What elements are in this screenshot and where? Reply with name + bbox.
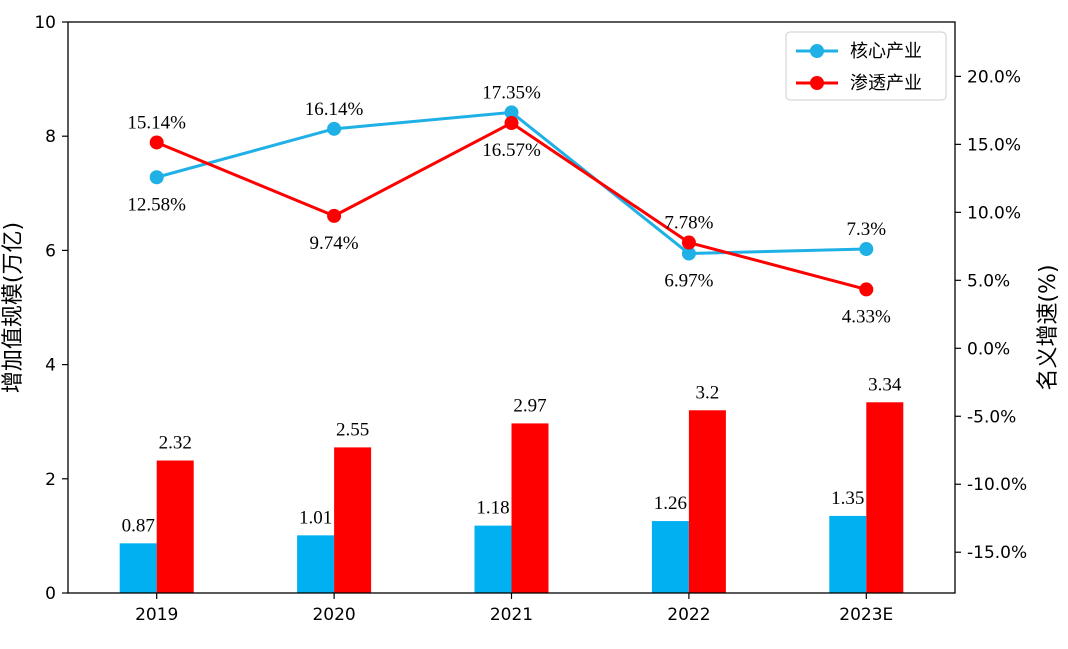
right-tick-label-7: 20.0% — [967, 67, 1021, 87]
x-tick-label-1: 2020 — [312, 605, 355, 625]
axes-layer: 0 2 4 6 8 10 -15.0% -10.0% -5.0% 0.0% 5.0% 10.0% 15.… — [1, 13, 1061, 625]
line-label-series2-3: 7.78% — [664, 213, 713, 234]
bar-label-series1-4: 1.35 — [831, 488, 864, 509]
left-tick-label-3: 6 — [45, 241, 56, 261]
line-point-series2-2 — [504, 116, 519, 131]
bar-series2-1 — [334, 447, 372, 593]
right-tick-label-1: -10.0% — [967, 475, 1027, 495]
bar-label-series2-2: 2.97 — [513, 395, 546, 416]
bar-label-series2-4: 3.34 — [868, 374, 902, 395]
bar-series1-2 — [474, 525, 512, 593]
bar-series1-3 — [651, 521, 689, 593]
bar-series1-0 — [119, 543, 157, 593]
line-label-series2-4: 4.33% — [842, 306, 891, 327]
left-tick-label-1: 2 — [45, 470, 56, 490]
bar-label-series1-2: 1.18 — [476, 498, 509, 519]
right-tick-label-0: -15.0% — [967, 543, 1027, 563]
line-label-series1-2: 17.35% — [482, 82, 541, 103]
bar-label-series2-0: 2.32 — [159, 433, 192, 454]
bar-label-series2-3: 3.2 — [696, 382, 720, 403]
x-tick-label-4: 2023E — [839, 605, 893, 625]
bar-label-series2-1: 2.55 — [336, 419, 369, 440]
line-label-series2-0: 15.14% — [127, 112, 186, 133]
line-point-series2-0 — [149, 135, 164, 150]
legend-marker-1 — [810, 44, 824, 58]
line-label-series1-1: 16.14% — [305, 99, 364, 120]
x-tick-label-2: 2021 — [490, 605, 533, 625]
bar-series2-2 — [511, 423, 549, 593]
legend-label-1: 核心产业 — [850, 41, 922, 62]
lines-layer — [149, 105, 874, 297]
x-tick-label-0: 2019 — [135, 605, 178, 625]
line-point-series1-0 — [149, 170, 164, 185]
legend-marker-2 — [810, 76, 824, 90]
left-axis-title: 增加值规模(万亿) — [1, 222, 26, 393]
line-label-series1-3: 6.97% — [664, 271, 713, 292]
left-tick-label-4: 8 — [45, 127, 56, 147]
right-tick-label-3: 0.0% — [967, 339, 1010, 359]
data-labels-layer: 0.87 1.01 1.18 1.26 1.35 2.32 2.55 2.97 3.2 3.34 1… — [122, 82, 902, 536]
line-point-series1-4 — [859, 242, 874, 257]
line-label-series2-2: 16.57% — [482, 140, 541, 161]
bar-label-series1-1: 1.01 — [299, 507, 332, 528]
bar-series1-4 — [829, 515, 867, 593]
line-point-series2-1 — [327, 208, 342, 223]
x-tick-label-3: 2022 — [667, 605, 710, 625]
line-point-series1-1 — [327, 121, 342, 136]
right-tick-label-2: -5.0% — [967, 407, 1016, 427]
bar-label-series1-3: 1.26 — [654, 493, 687, 514]
line-label-series1-0: 12.58% — [127, 194, 186, 215]
right-axis-title: 名义增速(%) — [1036, 264, 1061, 390]
line-label-series1-4: 7.3% — [847, 219, 887, 240]
line-point-series1-2 — [504, 105, 519, 120]
line-label-series2-1: 9.74% — [310, 233, 359, 254]
bar-series2-3 — [688, 410, 726, 593]
line-core — [156, 110, 867, 256]
right-tick-label-4: 5.0% — [967, 271, 1010, 291]
bars-layer — [119, 402, 904, 593]
legend-label-2: 渗透产业 — [850, 73, 922, 94]
line-point-series2-3 — [681, 235, 696, 250]
line-point-series2-4 — [859, 282, 874, 297]
left-tick-label-2: 4 — [45, 356, 56, 376]
bar-series2-0 — [156, 460, 194, 593]
bar-series2-4 — [866, 402, 904, 593]
left-tick-label-0: 0 — [45, 584, 56, 604]
line-point-series1-3 — [681, 246, 696, 261]
right-tick-label-5: 10.0% — [967, 203, 1021, 223]
bar-series1-1 — [297, 535, 335, 593]
right-tick-label-6: 15.0% — [967, 135, 1021, 155]
bar-label-series1-0: 0.87 — [122, 515, 155, 536]
left-tick-label-5: 10 — [34, 13, 56, 33]
